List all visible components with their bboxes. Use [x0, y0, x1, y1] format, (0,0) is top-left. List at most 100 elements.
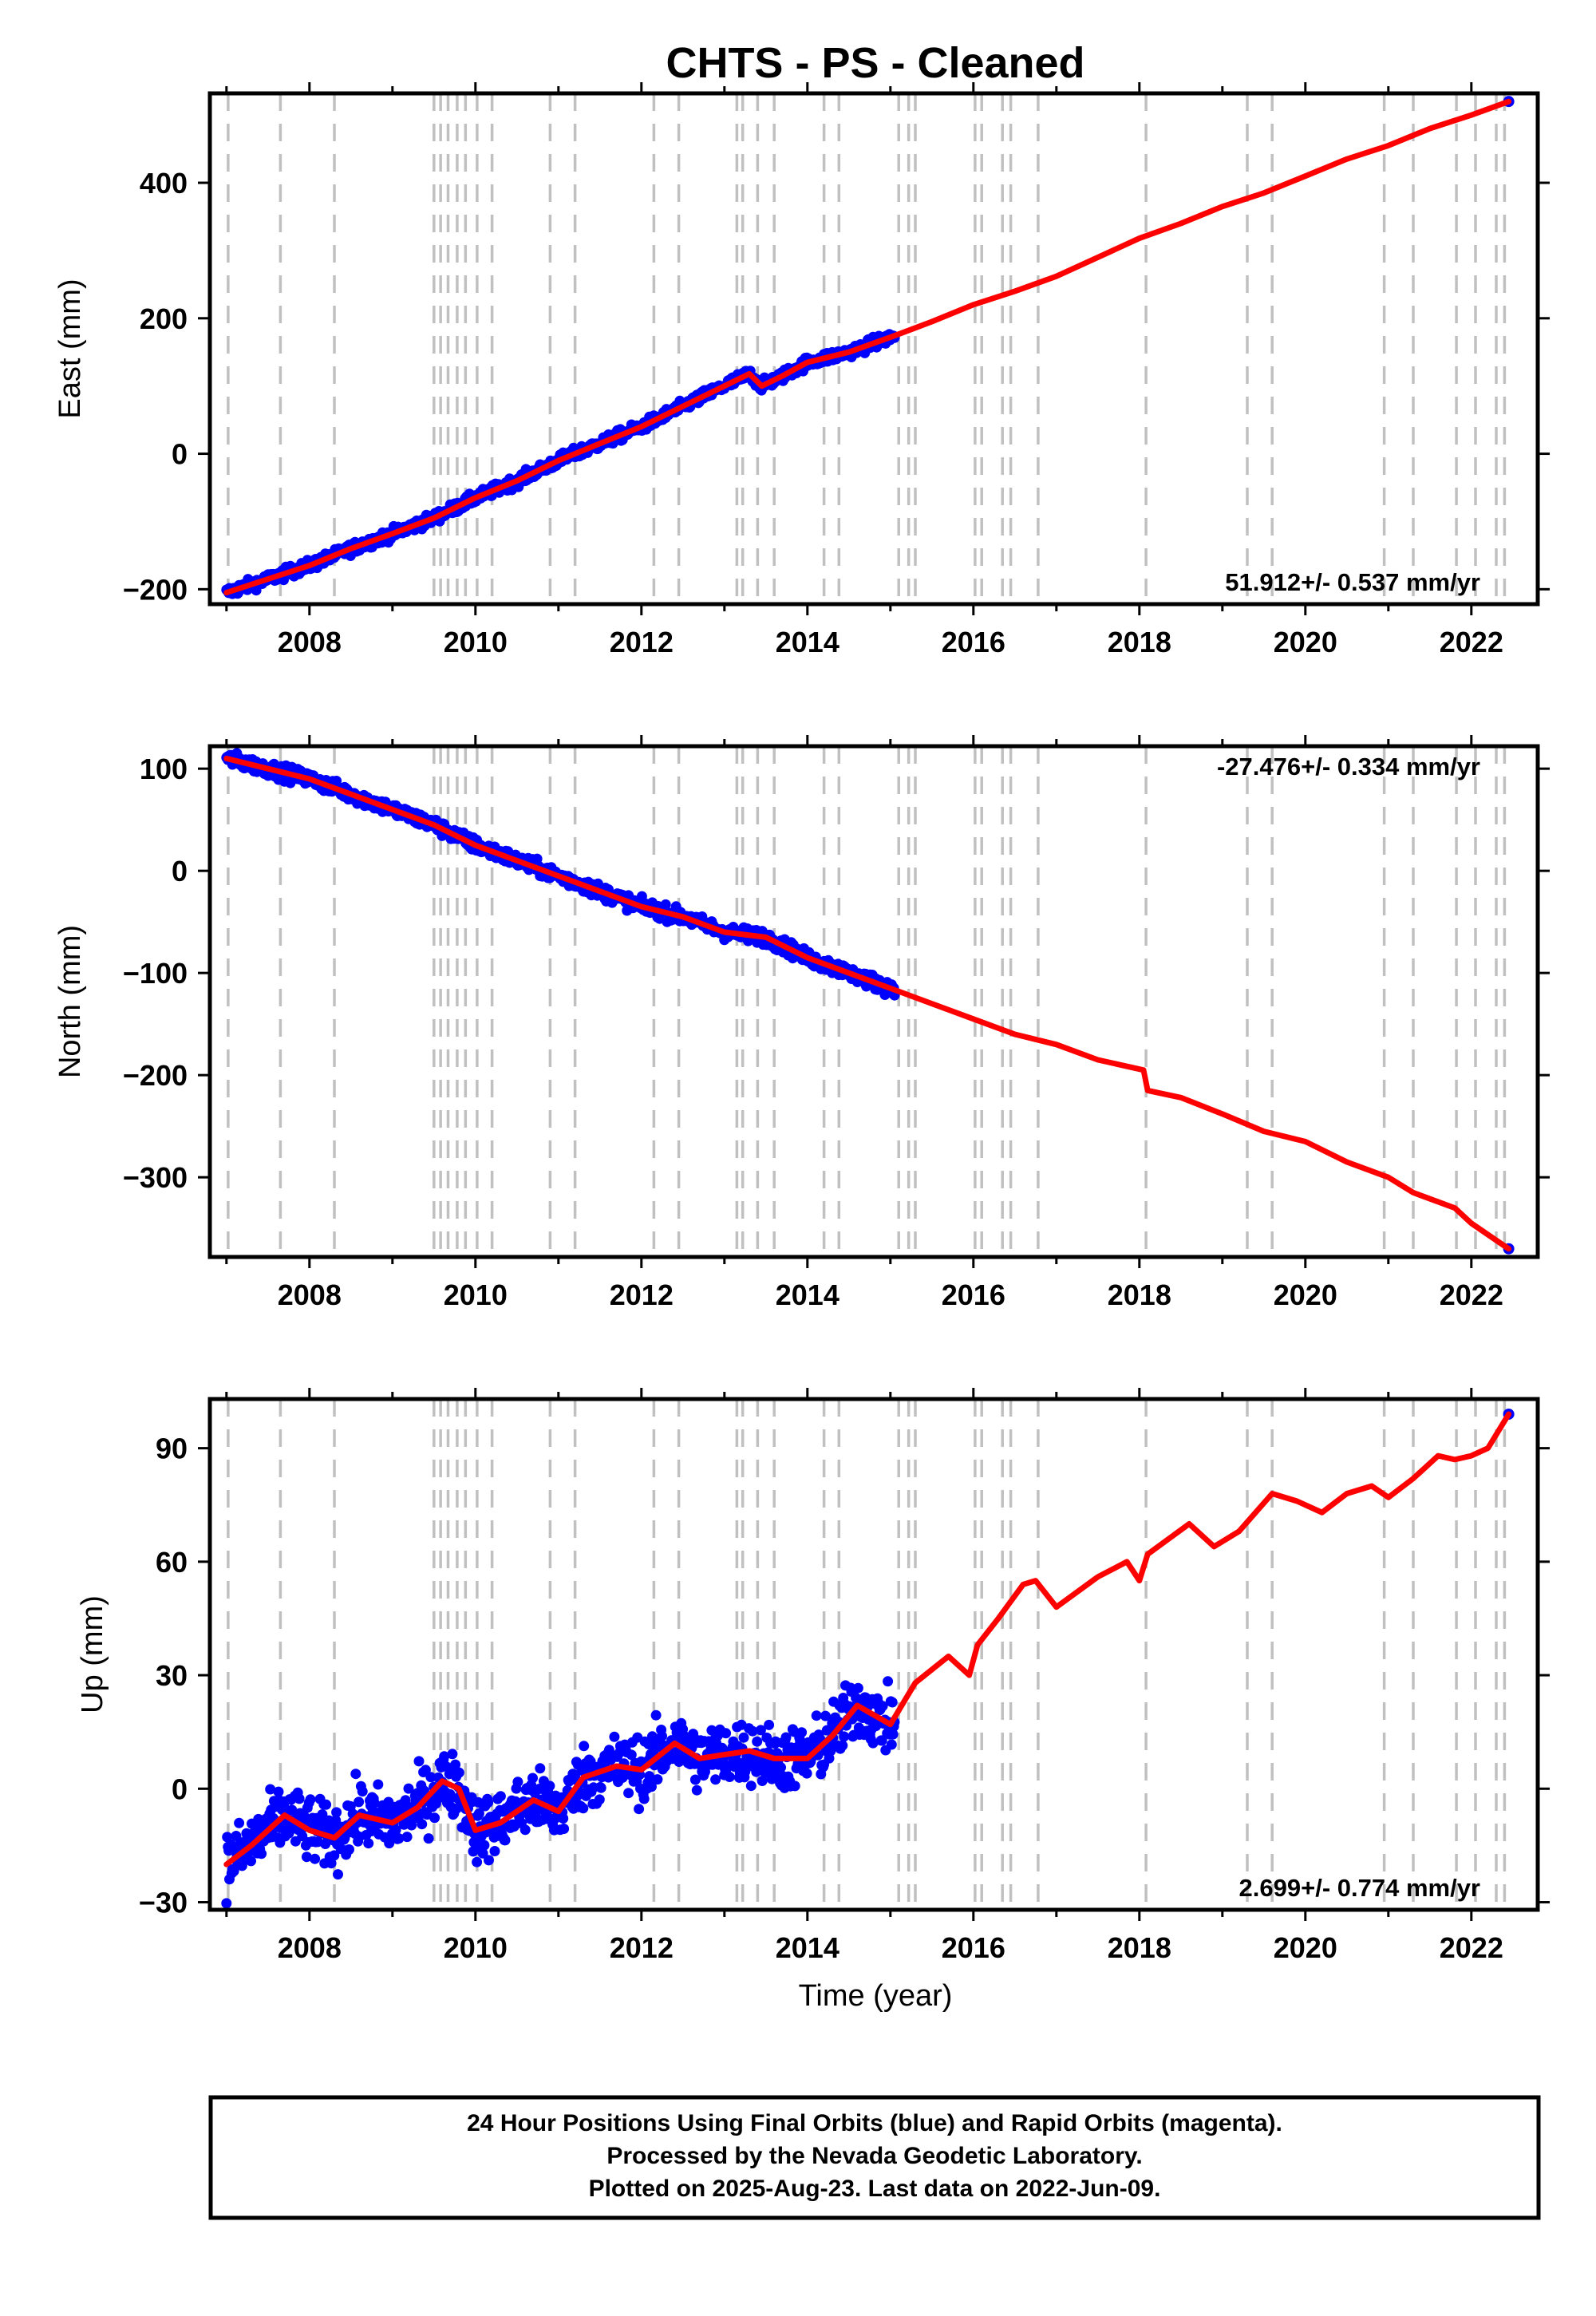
data-point	[331, 1807, 342, 1818]
data-point	[839, 1731, 850, 1742]
data-point	[369, 1797, 380, 1808]
data-points	[221, 1676, 900, 1909]
data-point	[447, 1749, 458, 1760]
data-point	[373, 1779, 384, 1790]
data-point	[876, 1735, 887, 1746]
y-tick-label: 200	[140, 302, 188, 335]
data-point	[273, 1786, 284, 1797]
data-point	[886, 1739, 897, 1750]
data-point	[472, 1856, 483, 1867]
data-point	[644, 1771, 655, 1782]
x-tick-label: 2008	[278, 626, 342, 658]
data-point	[350, 1769, 361, 1780]
data-point	[595, 1782, 606, 1793]
data-point	[776, 1762, 786, 1773]
y-tick-label: 400	[140, 167, 188, 200]
data-point	[887, 1729, 899, 1740]
panel-frame	[207, 744, 1540, 1259]
x-tick-label: 2014	[776, 626, 839, 658]
data-point	[660, 899, 671, 910]
data-point	[317, 1809, 328, 1820]
data-point	[558, 1813, 569, 1824]
data-point	[747, 1725, 758, 1737]
data-point	[310, 1853, 321, 1864]
x-tick-label: 2010	[444, 1279, 508, 1311]
data-point	[234, 1817, 245, 1828]
x-tick-label: 2022	[1440, 1279, 1503, 1311]
data-point	[390, 1824, 401, 1836]
panel-frame	[207, 91, 1540, 607]
data-point	[413, 1756, 425, 1767]
data-point	[423, 1833, 434, 1844]
data-point	[393, 1833, 405, 1844]
plot-area	[221, 93, 1515, 604]
north-panel: 2008 2010 2012 2014 2016 2018 2020 2022 −300 −200…	[53, 735, 1550, 1311]
data-point	[757, 1776, 768, 1786]
data-point	[246, 1856, 256, 1867]
data-point	[689, 1774, 701, 1785]
data-point	[867, 1737, 879, 1749]
data-point	[321, 1799, 332, 1810]
data-point	[326, 1858, 337, 1869]
y-axis-label: East (mm)	[53, 279, 87, 418]
y-tick-label: −300	[123, 1161, 188, 1194]
x-tick-label: 2014	[776, 1279, 839, 1311]
velocity-label: -27.476+/- 0.334 mm/yr	[1217, 753, 1480, 781]
data-point	[329, 1850, 340, 1861]
data-point	[578, 1803, 589, 1814]
data-point	[820, 1710, 831, 1721]
data-point	[789, 1780, 800, 1792]
up-panel: 2008 2010 2012 2014 2016 2018 2020 2022 −30 0 30 60…	[76, 1388, 1550, 1964]
data-point	[755, 1725, 766, 1736]
data-point	[221, 1898, 232, 1909]
data-point	[883, 1676, 894, 1687]
y-tick-label: 100	[140, 753, 188, 785]
data-point	[745, 1780, 757, 1792]
data-point	[354, 1796, 365, 1808]
data-point	[500, 1835, 511, 1846]
data-point	[357, 1786, 368, 1797]
data-point	[638, 1793, 650, 1804]
x-tick-label: 2020	[1274, 626, 1337, 658]
panel-frame	[207, 1397, 1540, 1912]
y-tick-label: 0	[172, 438, 188, 471]
y-tick-label: 60	[156, 1546, 188, 1579]
x-tick-label: 2020	[1274, 1279, 1337, 1311]
data-point	[344, 1844, 354, 1855]
velocity-label: 51.912+/- 0.537 mm/yr	[1225, 568, 1480, 596]
y-tick-label: −100	[123, 957, 188, 990]
data-point	[453, 1767, 464, 1778]
x-axis-label: Time (year)	[799, 1979, 953, 2013]
data-point	[609, 1731, 620, 1742]
data-point	[877, 1701, 888, 1712]
data-point	[473, 1808, 484, 1819]
data-point	[417, 1819, 428, 1830]
x-tick-label: 2016	[942, 626, 1005, 658]
data-point	[837, 1740, 848, 1751]
x-tick-label: 2012	[610, 626, 674, 658]
footer-box	[208, 2095, 1541, 2220]
footer-line-2: Processed by the Nevada Geodetic Laborat…	[606, 2143, 1142, 2169]
data-point	[429, 1812, 440, 1824]
data-point	[796, 1727, 808, 1738]
x-tick-label: 2022	[1440, 626, 1503, 658]
data-point	[403, 1783, 414, 1794]
data-point	[363, 1838, 374, 1849]
x-tick-label: 2008	[278, 1279, 342, 1311]
data-point	[333, 1869, 343, 1880]
data-point	[479, 1840, 490, 1851]
data-point	[305, 1794, 316, 1805]
y-axis-label: North (mm)	[53, 925, 87, 1078]
data-point	[483, 1797, 494, 1808]
data-point	[634, 1804, 645, 1815]
data-point	[852, 1682, 863, 1694]
data-point	[489, 1846, 500, 1856]
data-point	[512, 1777, 523, 1788]
data-point	[450, 1759, 461, 1770]
y-tick-label: 0	[172, 855, 188, 887]
data-point	[738, 1732, 749, 1743]
y-tick-label: −200	[123, 573, 188, 606]
data-point	[710, 1774, 721, 1785]
data-point	[646, 1781, 657, 1792]
data-point	[811, 1710, 822, 1721]
